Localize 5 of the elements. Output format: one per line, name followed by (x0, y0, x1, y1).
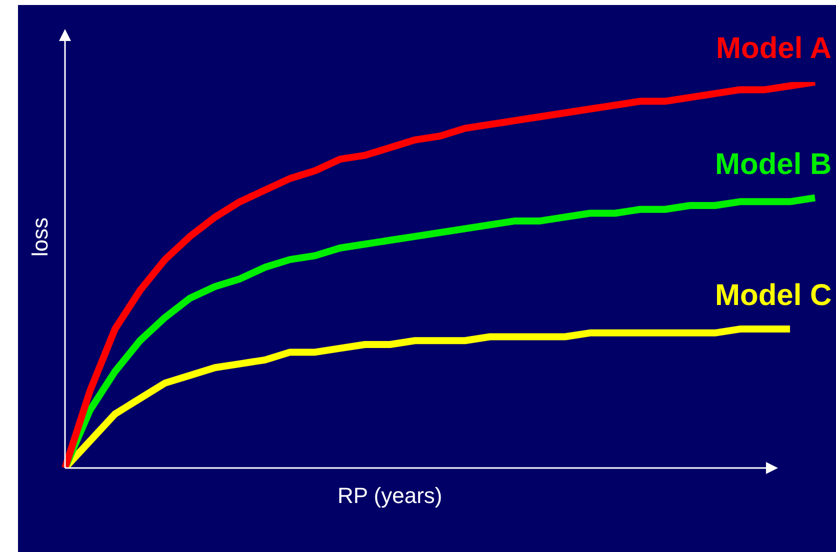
y-axis-title: loss (27, 217, 52, 257)
series-label: Model B (715, 148, 832, 181)
series-label: Model C (715, 279, 832, 312)
series-label: Model A (716, 32, 832, 65)
x-axis-title: RP (years) (338, 483, 442, 508)
